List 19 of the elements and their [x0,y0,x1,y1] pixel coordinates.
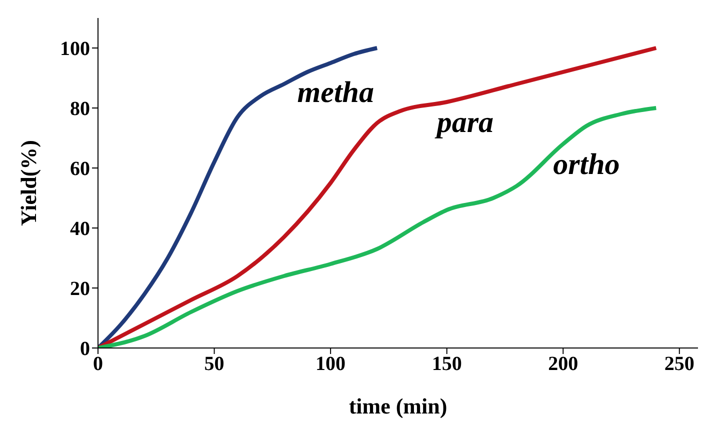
y-tick-label: 100 [60,38,90,60]
y-tick-label: 60 [70,158,90,180]
x-tick-label: 100 [316,353,346,376]
series-label: ortho [553,148,620,181]
line-series [98,46,658,348]
y-tick-label: 40 [70,218,90,240]
x-axis-title: time (min) [348,394,448,419]
x-tick-label: 250 [664,353,694,376]
line-series [98,106,658,348]
y-tick-label: 20 [70,278,90,300]
x-tick-label: 50 [204,353,224,376]
series-label: metha [297,76,374,109]
x-tick-label: 200 [548,353,578,376]
y-axis-title: Yield(%) [16,140,41,226]
y-tick-label: 80 [70,98,90,120]
series-label: para [434,106,494,139]
line-series [98,46,380,348]
x-tick-label: 150 [432,353,462,376]
y-tick-label: 0 [80,338,90,360]
